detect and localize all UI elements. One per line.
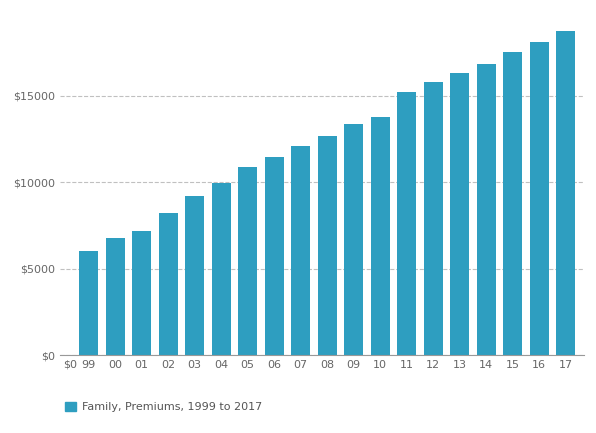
Bar: [79, 252, 98, 355]
Bar: [503, 52, 522, 355]
Bar: [556, 31, 575, 355]
Bar: [344, 124, 363, 355]
Bar: [238, 167, 257, 355]
Bar: [185, 196, 204, 355]
Bar: [424, 82, 443, 355]
Bar: [477, 64, 496, 355]
Bar: [159, 213, 178, 355]
Legend: Family, Premiums, 1999 to 2017: Family, Premiums, 1999 to 2017: [65, 402, 262, 412]
Bar: [265, 157, 284, 355]
Bar: [371, 117, 390, 355]
Bar: [318, 136, 337, 355]
Bar: [212, 183, 231, 355]
Bar: [529, 42, 548, 355]
Bar: [291, 146, 310, 355]
Bar: [450, 73, 469, 355]
Bar: [132, 231, 151, 355]
Bar: [105, 238, 125, 355]
Bar: [397, 93, 416, 355]
